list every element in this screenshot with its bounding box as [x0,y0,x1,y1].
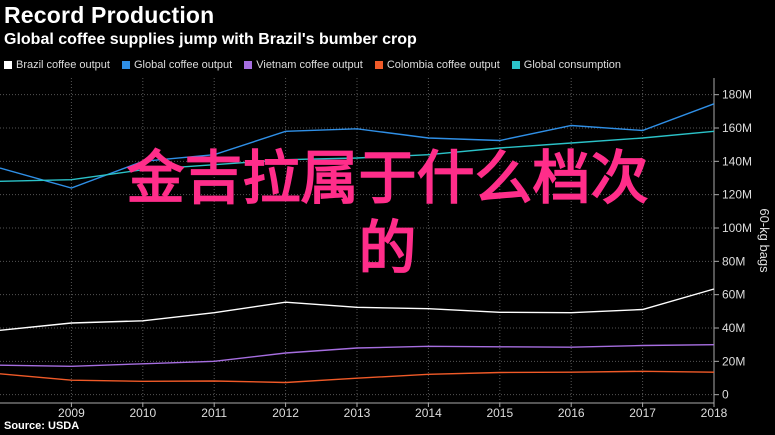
y-tick-label: 0 [722,388,729,402]
legend-swatch-global-output [121,61,130,69]
legend-label-brazil: Brazil coffee output [16,59,110,71]
legend-item-global-output: Global coffee output [121,59,233,71]
x-tick-label: 2016 [558,406,585,420]
series-line-brazil [0,288,715,331]
x-tick-label: 2009 [58,406,85,420]
x-tick-label: 2017 [629,406,656,420]
x-tick-label: 2018 [701,406,728,420]
series-line-global-output [0,103,715,189]
series-line-global-consumption [0,130,715,182]
chart-subtitle: Global coffee supplies jump with Brazil'… [4,31,417,48]
legend-item-vietnam: Vietnam coffee output [244,59,363,71]
overlay-text-line1: 金吉拉属于什么档次 [126,144,649,212]
series-line-colombia [0,370,715,384]
x-tick-label: 2013 [344,406,371,420]
legend-label-vietnam: Vietnam coffee output [256,59,363,71]
legend-swatch-brazil [4,61,12,69]
legend-item-colombia: Colombia coffee output [374,59,500,71]
x-tick-label: 2015 [486,406,513,420]
legend-swatch-vietnam [244,61,253,69]
chart-title: Record Production [4,2,215,28]
y-tick-label: 160M [722,121,752,135]
y-tick-label: 20M [722,354,745,368]
legend-swatch-colombia [374,61,383,69]
y-tick-label: 40M [722,321,745,335]
legend-label-global-consumption: Global consumption [523,59,622,71]
y-axis-label: 60-kg bags [757,208,772,273]
series-line-vietnam [0,344,715,368]
legend-label-global-output: Global coffee output [133,59,233,71]
overlay-text-line2: 的 [358,214,417,282]
y-tick-label: 80M [722,254,745,268]
legend-item-global-consumption: Global consumption [511,59,622,71]
x-tick-label: 2012 [272,406,299,420]
legend-label-colombia: Colombia coffee output [386,59,500,71]
x-tick-label: 2014 [415,406,442,420]
y-tick-label: 60M [722,288,745,302]
legend-item-brazil: Brazil coffee output [4,59,110,71]
chart-legend: Brazil coffee output Global coffee outpu… [4,57,633,73]
legend-swatch-global-consumption [511,61,520,69]
y-tick-label: 120M [722,188,752,202]
y-tick-label: 180M [722,88,752,102]
source-note: Source: USDA [4,420,80,432]
x-tick-label: 2010 [129,406,156,420]
y-tick-label: 100M [722,221,752,235]
x-tick-label: 2011 [201,406,227,420]
y-tick-label: 140M [722,154,752,168]
